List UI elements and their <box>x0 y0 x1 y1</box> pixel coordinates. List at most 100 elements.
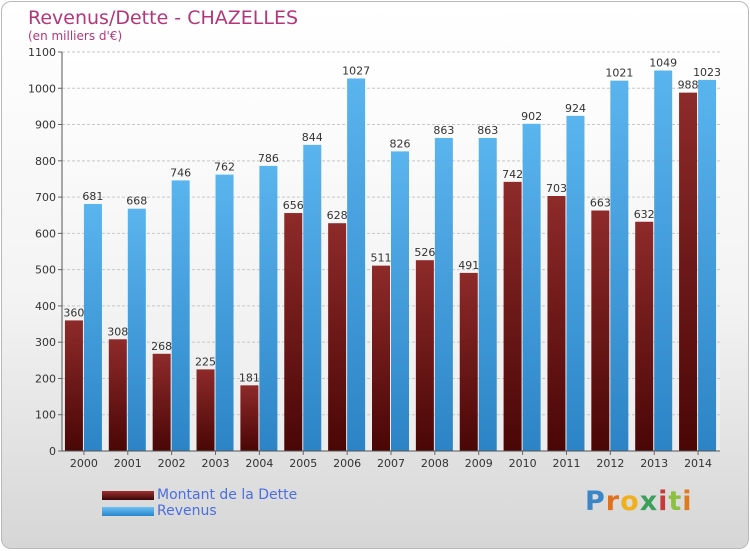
data-label: 863 <box>477 124 498 137</box>
x-tick-label: 2000 <box>70 457 98 470</box>
bar-dette <box>547 196 566 451</box>
bar-revenus <box>83 203 102 451</box>
data-label: 632 <box>634 208 655 221</box>
bar-revenus <box>698 79 717 452</box>
data-label: 656 <box>283 199 304 212</box>
data-label: 308 <box>107 325 128 338</box>
x-tick-label: 2008 <box>421 457 449 470</box>
data-label: 1021 <box>605 67 633 80</box>
x-tick-label: 2011 <box>552 457 580 470</box>
data-label: 746 <box>170 166 191 179</box>
data-label: 1049 <box>649 56 677 69</box>
legend-label-revenus: Revenus <box>157 503 217 519</box>
proxiti-logo: Proxiti <box>585 486 693 517</box>
y-tick-label: 0 <box>49 445 56 458</box>
chart-subtitle: (en milliers d'€) <box>28 29 123 43</box>
bar-dette <box>459 272 478 451</box>
bar-revenus <box>434 137 453 451</box>
logo-letter: i <box>682 486 693 517</box>
bar-revenus <box>259 165 278 451</box>
data-label: 703 <box>546 182 567 195</box>
x-tick-label: 2009 <box>465 457 493 470</box>
data-label: 628 <box>327 209 348 222</box>
logo-letter: o <box>620 486 640 517</box>
bar-dette <box>635 221 654 451</box>
data-label: 924 <box>565 102 586 115</box>
legend-swatch-dette <box>102 491 154 500</box>
logo-letter: P <box>585 486 606 517</box>
x-tick-label: 2004 <box>245 457 273 470</box>
data-label: 668 <box>126 195 147 208</box>
bar-dette <box>591 210 610 451</box>
y-tick-label: 400 <box>35 300 56 313</box>
bar-dette <box>328 223 347 451</box>
bar-dette <box>108 339 127 451</box>
x-tick-label: 2007 <box>377 457 405 470</box>
data-label: 762 <box>214 161 235 174</box>
x-tick-label: 2005 <box>289 457 317 470</box>
data-label: 681 <box>82 190 103 203</box>
y-tick-label: 500 <box>35 264 56 277</box>
bar-dette <box>196 369 215 451</box>
chart-title: Revenus/Dette - CHAZELLES <box>28 7 299 29</box>
x-tick-label: 2012 <box>596 457 624 470</box>
data-label: 1027 <box>342 64 370 77</box>
data-label: 526 <box>414 246 435 259</box>
x-tick-label: 2014 <box>684 457 712 470</box>
bar-revenus <box>215 174 234 452</box>
y-tick-label: 300 <box>35 336 56 349</box>
data-label: 360 <box>63 306 84 319</box>
bar-revenus <box>171 180 190 451</box>
data-label: 181 <box>239 371 260 384</box>
bar-dette <box>679 92 698 451</box>
x-tick-label: 2002 <box>158 457 186 470</box>
bar-revenus <box>522 123 541 451</box>
bar-revenus <box>127 208 146 451</box>
data-label: 491 <box>458 259 479 272</box>
bar-revenus <box>303 144 322 451</box>
bar-dette <box>240 385 259 451</box>
bar-dette <box>415 260 434 451</box>
bar-revenus <box>347 78 366 451</box>
y-tick-label: 1000 <box>28 82 56 95</box>
bar-dette <box>152 353 171 451</box>
data-label: 786 <box>258 152 279 165</box>
data-label: 511 <box>371 252 392 265</box>
logo-letter: r <box>605 486 621 517</box>
logo-letter: t <box>668 486 683 517</box>
bar-revenus <box>391 151 409 451</box>
data-label: 863 <box>433 124 454 137</box>
legend-swatch-revenus <box>102 507 154 516</box>
data-label: 742 <box>502 168 523 181</box>
x-tick-label: 2003 <box>202 457 230 470</box>
logo-letter: i <box>658 486 669 517</box>
data-label: 826 <box>390 137 411 150</box>
y-tick-label: 100 <box>35 409 56 422</box>
bar-revenus <box>566 115 585 451</box>
data-label: 268 <box>151 340 172 353</box>
bar-revenus <box>610 80 629 451</box>
x-tick-label: 2013 <box>640 457 668 470</box>
legend-label-dette: Montant de la Dette <box>157 487 298 503</box>
data-label: 844 <box>302 131 323 144</box>
data-label: 663 <box>590 197 611 210</box>
y-tick-label: 800 <box>35 155 56 168</box>
bar-revenus <box>654 70 673 452</box>
x-tick-label: 2001 <box>114 457 142 470</box>
bar-revenus <box>478 137 497 451</box>
bar-dette <box>503 181 522 451</box>
y-tick-label: 600 <box>35 227 56 240</box>
bar-dette <box>372 265 390 451</box>
bar-dette <box>64 320 83 451</box>
y-tick-label: 1100 <box>28 46 56 59</box>
data-label: 902 <box>521 110 542 123</box>
x-tick-label: 2010 <box>509 457 537 470</box>
y-tick-label: 200 <box>35 372 56 385</box>
logo-letter: x <box>639 486 659 517</box>
data-label: 225 <box>195 355 216 368</box>
data-label: 988 <box>678 79 699 92</box>
y-tick-label: 900 <box>35 119 56 132</box>
bar-dette <box>284 213 303 451</box>
